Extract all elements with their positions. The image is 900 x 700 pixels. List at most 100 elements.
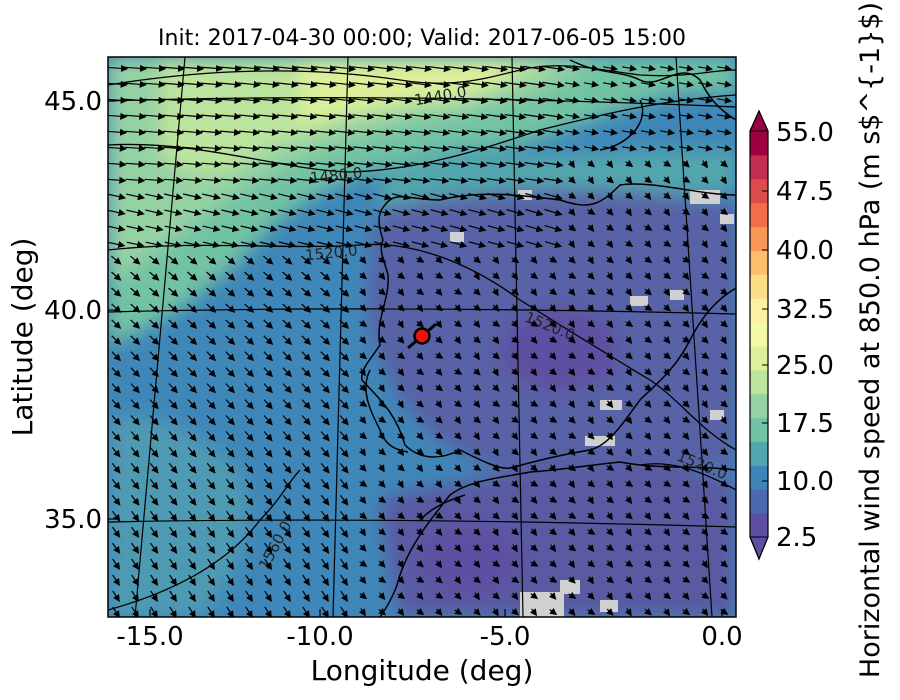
wind-arrow (377, 272, 386, 281)
wind-arrow (396, 560, 404, 569)
wind-arrow (264, 542, 273, 554)
wind-arrow (200, 128, 223, 136)
wind-arrow (492, 591, 501, 600)
wind-arrow (163, 160, 184, 168)
wind-arrow (428, 128, 451, 137)
wind-arrow (659, 128, 676, 136)
wind-arrow (435, 543, 444, 552)
wind-arrow (149, 383, 159, 394)
wind-arrow (111, 351, 122, 362)
wind-arrow (720, 159, 729, 168)
wind-arrow (682, 240, 690, 248)
wind-arrow (549, 527, 558, 536)
wind-arrow (257, 96, 280, 105)
wind-arrow (568, 303, 577, 312)
wind-arrow (301, 367, 312, 378)
colorbar-segment (750, 369, 768, 395)
wind-arrow (643, 432, 652, 441)
y-tick-label: 40.0 (44, 296, 102, 326)
wind-arrow (643, 592, 652, 601)
wind-arrow (435, 495, 443, 504)
wind-arrow (335, 193, 354, 201)
wind-arrow (340, 542, 349, 554)
wind-arrow (377, 432, 386, 441)
wind-arrow (397, 543, 405, 552)
wind-arrow (454, 287, 463, 295)
wind-arrow (701, 271, 710, 279)
wind-arrow (112, 526, 121, 538)
wind-arrow (244, 367, 255, 378)
wind-arrow (466, 65, 490, 73)
wind-arrow (149, 494, 159, 506)
wind-arrow (624, 496, 633, 505)
wind-arrow (491, 576, 500, 585)
wind-arrow (169, 606, 177, 617)
wind-arrow (468, 193, 487, 201)
wind-arrow (149, 271, 160, 281)
wind-arrow (663, 271, 672, 280)
wind-arrow (434, 320, 442, 329)
wind-arrow (663, 479, 672, 487)
wind-arrow (682, 207, 691, 216)
wind-arrow (111, 271, 122, 281)
wind-arrow (282, 319, 293, 329)
wind-arrow (238, 96, 261, 105)
wind-arrow (549, 575, 558, 583)
wind-arrow (448, 176, 469, 184)
wind-arrow (124, 80, 147, 88)
wind-arrow (530, 399, 539, 407)
wind-arrow (548, 272, 557, 280)
wind-arrow (543, 129, 565, 137)
wind-arrow (510, 432, 519, 441)
wind-arrow (697, 96, 714, 104)
wind-arrow (244, 494, 254, 506)
wind-arrow (168, 494, 178, 506)
wind-arrow (644, 320, 652, 328)
wind-arrow (644, 175, 653, 184)
wind-arrow (168, 447, 178, 458)
wind-arrow (168, 367, 179, 378)
wind-arrow (144, 176, 165, 184)
wind-arrow (321, 574, 329, 587)
wind-arrow (701, 223, 710, 232)
wind-arrow (225, 255, 236, 265)
wind-arrow (523, 81, 546, 89)
wind-arrow (435, 591, 444, 599)
wind-arrow (640, 112, 657, 120)
wind-arrow (221, 209, 240, 217)
wind-arrow (602, 112, 619, 120)
wind-arrow (530, 256, 538, 264)
wind-arrow (377, 592, 386, 601)
wind-arrow (130, 383, 140, 394)
wind-arrow (430, 241, 449, 249)
wind-arrow (358, 528, 366, 537)
wind-arrow (468, 241, 487, 249)
x-tick-label: 0.0 (701, 622, 742, 652)
wind-arrow (416, 480, 424, 488)
wind-arrow (150, 542, 159, 554)
wind-arrow (416, 575, 425, 583)
wind-arrow (149, 303, 160, 313)
wind-arrow (621, 144, 638, 152)
wind-arrow (640, 80, 657, 88)
wind-arrow (163, 176, 184, 184)
wind-arrow (568, 463, 577, 472)
wind-arrow (187, 303, 198, 313)
wind-arrow (486, 144, 507, 153)
wind-arrow (220, 176, 241, 184)
wind-arrow (130, 415, 140, 426)
wind-arrow (200, 112, 223, 120)
wind-arrow (373, 209, 392, 217)
wind-arrow (434, 528, 443, 536)
wind-arrow (453, 384, 462, 393)
wind-arrow (473, 543, 482, 551)
colorbar-tick-label: 40.0 (776, 236, 834, 266)
wind-arrow (112, 558, 121, 570)
wind-arrow (276, 80, 299, 89)
wind-arrow (397, 271, 406, 279)
wind-arrow (449, 209, 468, 217)
wind-arrow (659, 64, 676, 72)
wind-arrow (448, 144, 469, 153)
wind-arrow (606, 175, 615, 184)
wind-arrow (391, 160, 412, 168)
